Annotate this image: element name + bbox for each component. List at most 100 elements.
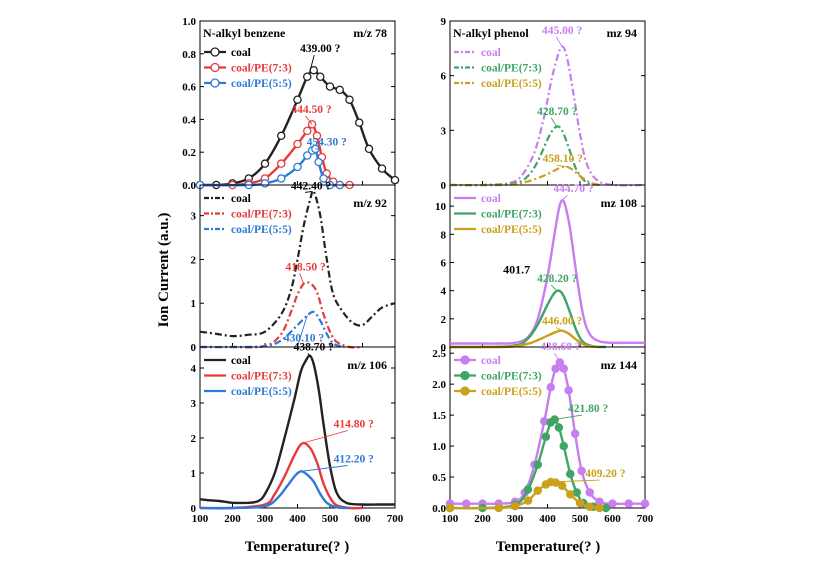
series-point <box>276 131 286 141</box>
legend-label: coal/PE(7:3) <box>231 63 292 75</box>
series-point <box>551 364 560 373</box>
series-point <box>559 364 569 373</box>
series-line-2 <box>199 441 363 510</box>
mz-label: mz 108 <box>601 196 637 210</box>
panel-note: 401.7 <box>503 263 530 277</box>
peak-annotation: 428.20 ? <box>537 273 578 285</box>
series-point <box>510 501 520 511</box>
panel-p6: 0.0 0.5 1.0 1.5 2.0 2.5 100 200 300 400 500 600 700 m… <box>432 341 654 525</box>
series-point <box>314 157 323 167</box>
annotation-leader <box>305 191 312 193</box>
series-point <box>461 499 471 508</box>
peak-annotation: 438.70 ? <box>294 342 335 354</box>
annotation-leader <box>302 430 348 444</box>
y-tick-label: 8 <box>441 229 447 241</box>
panel-p1: 0.0 0.2 0.4 0.6 0.8 1.0 N-alkyl benzene m/z 78 c… <box>182 16 400 192</box>
series-point <box>335 85 344 95</box>
series-point <box>315 72 325 82</box>
annotation-leader <box>550 117 558 127</box>
legend-marker <box>210 47 220 57</box>
annotation-leader <box>561 194 568 201</box>
y-tick-label: 0.4 <box>182 114 196 126</box>
series-point <box>445 503 455 513</box>
series-line-3 <box>199 470 350 510</box>
series-point <box>377 164 387 173</box>
mz-label: m/z 106 <box>347 358 387 372</box>
legend-label: coal/PE(7:3) <box>481 371 542 383</box>
peak-annotation: 444.70 ? <box>553 183 594 195</box>
mz-label: m/z 92 <box>353 196 387 210</box>
legend-label: coal <box>481 355 501 367</box>
legend-marker <box>460 370 470 381</box>
y-tick-label: 1 <box>191 298 197 310</box>
series-point <box>570 429 580 438</box>
x-axis-label-left: Temperature(? ) <box>245 539 350 555</box>
annotation-leader <box>299 273 304 284</box>
legend-label: coal <box>481 47 501 59</box>
series-point <box>302 151 312 160</box>
peak-annotation: 428.70 ? <box>537 106 578 118</box>
peak-annotation: 439.00 ? <box>300 43 341 55</box>
y-tick-label: 0 <box>191 342 197 354</box>
mz-label: m/z 78 <box>353 26 387 40</box>
y-tick-label: 3 <box>441 125 447 137</box>
x-tick-label: 600 <box>604 513 621 525</box>
series-point <box>293 139 302 149</box>
peak-annotation: 421.80 ? <box>568 403 609 415</box>
peak-annotation: 458.10 ? <box>543 153 584 165</box>
x-tick-label: 500 <box>572 513 589 525</box>
x-tick-label: 100 <box>192 513 209 525</box>
annotation-leader <box>550 479 600 483</box>
series-point <box>554 423 564 432</box>
series-point <box>566 490 575 499</box>
x-tick-label: 200 <box>224 513 241 525</box>
series-point <box>390 175 400 185</box>
peak-annotation: 418.50 ? <box>286 261 327 273</box>
series-point <box>293 162 302 172</box>
annotation-leader <box>554 414 583 420</box>
series-point <box>523 496 533 505</box>
x-tick-label: 400 <box>539 513 556 525</box>
series-point <box>564 386 573 395</box>
series-point <box>533 460 543 469</box>
x-tick-label: 600 <box>354 513 371 525</box>
legend-marker <box>210 78 220 88</box>
series-point <box>494 503 503 513</box>
series-point <box>585 488 595 497</box>
legend-label: coal <box>231 193 251 205</box>
series-point <box>312 131 322 141</box>
x-tick-label: 700 <box>387 513 404 525</box>
series-line-1 <box>449 45 646 187</box>
legend-label: coal/PE(7:3) <box>481 63 542 75</box>
series-point <box>608 499 617 508</box>
annotation-leader <box>297 315 308 345</box>
series-point <box>557 481 567 490</box>
series-point <box>302 126 312 136</box>
legend-label: coal/PE(7:3) <box>481 209 542 221</box>
series-point <box>345 95 354 104</box>
legend-marker <box>460 355 470 365</box>
y-tick-label: 2 <box>441 314 447 326</box>
x-tick-label: 100 <box>442 513 459 525</box>
y-tick-label: 1.0 <box>432 441 446 453</box>
series-line-2 <box>449 289 607 349</box>
y-tick-label: 2 <box>191 254 197 266</box>
legend-label: coal/PE(7:3) <box>231 371 292 383</box>
annotation-leader <box>554 352 561 363</box>
series-point <box>533 486 543 495</box>
series-point <box>523 485 533 494</box>
series-point <box>364 144 374 154</box>
peak-annotation: 412.20 ? <box>334 454 375 466</box>
y-tick-label: 0.6 <box>182 82 196 94</box>
y-tick-label: 0 <box>191 503 197 515</box>
y-tick-label: 1 <box>191 468 197 480</box>
panel-title: N-alkyl benzene <box>203 26 286 40</box>
annotation-leader <box>301 465 348 472</box>
panel-p5: 0 2 4 6 8 10 mz 108 coal coal/PE(7:3) coal/PE(5:5… <box>435 183 646 354</box>
annotation-leader <box>555 36 563 47</box>
y-tick-label: 0.0 <box>182 180 196 192</box>
annotation-leader <box>550 284 557 291</box>
y-tick-label: 4 <box>191 363 197 375</box>
series-point <box>260 179 270 188</box>
series-line-2 <box>199 281 363 349</box>
